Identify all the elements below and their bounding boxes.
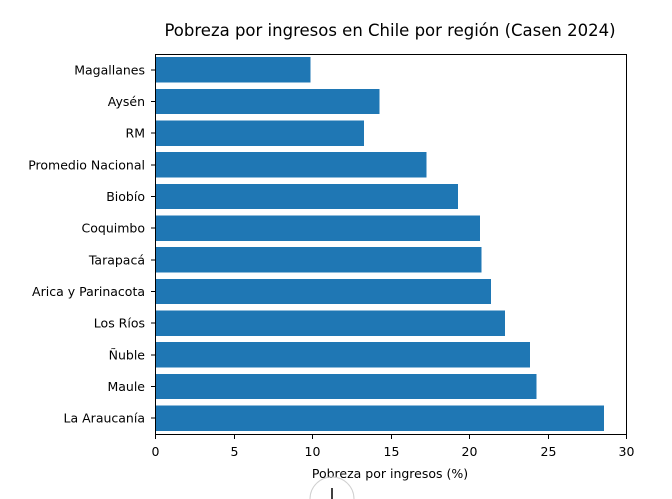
y-tick-label: La Araucanía [64,411,145,426]
y-tick-label: RM [126,126,145,141]
x-axis-label: Pobreza por ingresos (%) [312,466,468,481]
y-tick-label: Arica y Parinacota [32,284,145,299]
chart-title: Pobreza por ingresos en Chile por región… [164,21,615,40]
bar [155,405,605,431]
y-tick-label: Los Ríos [94,316,145,331]
x-axis: 0 5 10 15 20 25 30 [152,434,635,459]
x-tick-label: 10 [305,444,321,459]
y-axis: Magallanes Aysén RM Promedio Nacional Biobío… [28,62,156,426]
y-tick-label: Tarapacá [88,252,145,267]
bar [155,342,531,368]
x-tick-label: 15 [384,444,400,459]
y-tick-label: Biobío [106,189,145,204]
bar [155,88,380,115]
x-tick-label: 30 [619,444,635,459]
bar [155,152,427,178]
bar [155,373,537,400]
y-tick-label: Maule [107,379,145,394]
y-tick-label: Coquimbo [82,221,145,236]
y-tick-label: Promedio Nacional [28,157,145,172]
y-tick-label: Aysén [108,94,145,109]
x-tick-label: 5 [231,444,239,459]
y-tick-label: Magallanes [74,62,145,77]
x-tick-label: 0 [152,444,160,459]
bar [155,215,480,241]
bar [155,183,459,210]
x-tick-label: 20 [462,444,478,459]
bar [155,57,311,83]
bar [155,310,506,336]
bar [155,247,482,273]
bar [155,278,491,305]
bars-group [155,57,605,431]
bar [155,120,364,146]
y-tick-label: Ñuble [109,347,146,362]
cursor-icon [309,476,355,499]
x-tick-label: 25 [541,444,557,459]
